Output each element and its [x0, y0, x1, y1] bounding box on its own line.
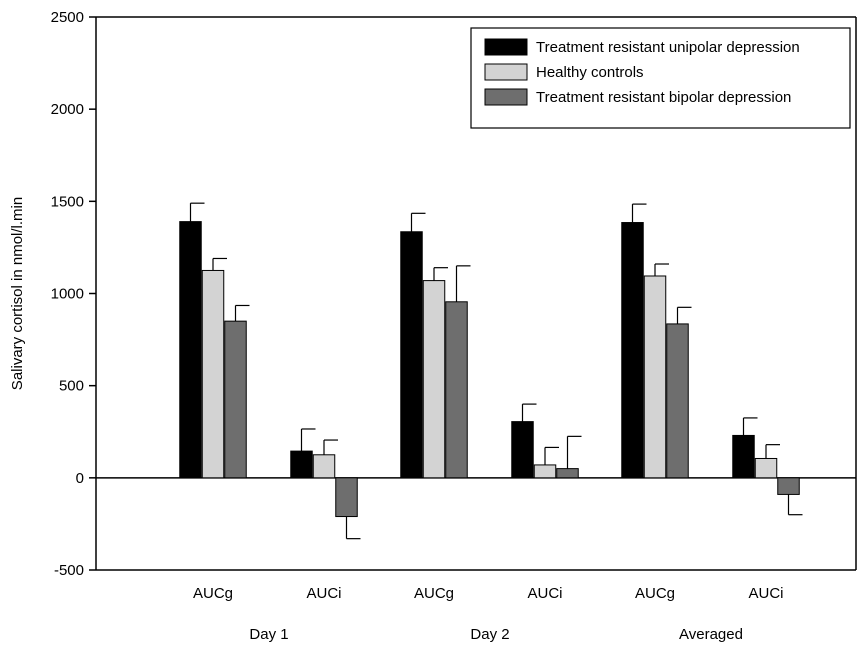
bar [290, 450, 313, 479]
x-group-label: Day 1 [249, 626, 288, 643]
x-category-label: AUCg [193, 585, 233, 602]
legend-label: Treatment resistant bipolar depression [536, 89, 791, 106]
bar [201, 269, 225, 479]
bar [754, 457, 778, 479]
chart-bars [179, 202, 803, 540]
legend-swatch [484, 38, 528, 56]
y-tick-label: 500 [59, 378, 84, 395]
bar [422, 280, 446, 479]
x-group-label: Averaged [679, 626, 743, 643]
chart-labels: -500 0 500 1000 1500 2000 2500 Salivary cortiso… [9, 9, 784, 643]
x-category-label: AUCi [748, 585, 783, 602]
y-tick-label: 2500 [51, 9, 84, 26]
bar [777, 477, 800, 495]
bar [621, 222, 644, 479]
bar [643, 275, 667, 479]
bar [445, 301, 468, 479]
bar [400, 231, 423, 479]
bar [533, 464, 557, 479]
y-tick-label: -500 [54, 562, 84, 579]
x-category-label: AUCi [527, 585, 562, 602]
legend-swatch [484, 88, 528, 106]
x-category-label: AUCg [414, 585, 454, 602]
y-tick-label: 0 [76, 470, 84, 487]
y-tick-label: 2000 [51, 101, 84, 118]
x-group-label: Day 2 [470, 626, 509, 643]
bar [666, 323, 689, 479]
bar [556, 468, 579, 479]
bar [335, 477, 358, 518]
bar [732, 434, 755, 479]
bar [224, 320, 247, 479]
legend-box [470, 27, 851, 129]
y-tick-label: 1500 [51, 193, 84, 210]
bar [179, 221, 202, 479]
bar [312, 454, 336, 479]
x-category-label: AUCi [306, 585, 341, 602]
legend-label: Healthy controls [536, 64, 644, 81]
bar [511, 421, 534, 479]
x-category-label: AUCg [635, 585, 675, 602]
legend-swatch [484, 63, 528, 81]
legend: Treatment resistant unipolar depression H… [470, 27, 851, 129]
y-tick-label: 1000 [51, 286, 84, 303]
legend-label: Treatment resistant unipolar depression [536, 39, 800, 56]
y-axis-title: Salivary cortisol in nmol/l.min [9, 197, 26, 390]
